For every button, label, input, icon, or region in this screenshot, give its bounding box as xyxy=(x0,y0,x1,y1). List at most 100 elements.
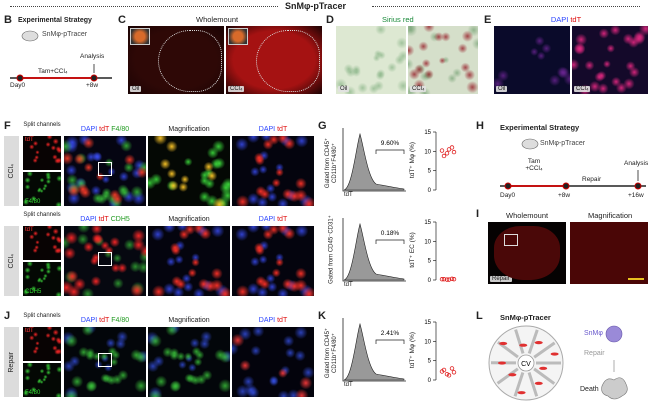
panel-label: B xyxy=(4,14,12,26)
magnification-image xyxy=(148,136,230,206)
timepoint xyxy=(16,74,24,82)
panel-title: Sirius red xyxy=(382,15,414,24)
title-rule xyxy=(10,6,278,7)
channel-name: tdT xyxy=(98,216,109,223)
data-point xyxy=(439,277,445,282)
liver-shape xyxy=(494,226,560,280)
panel-label: I xyxy=(476,208,480,220)
timepoint xyxy=(90,74,98,82)
histogram-shape xyxy=(343,132,405,191)
sinusoid xyxy=(496,367,519,385)
channel-label: tdT xyxy=(25,227,34,233)
image-tag: Oil xyxy=(130,86,142,92)
gate-bracket xyxy=(375,239,405,244)
inset xyxy=(228,28,248,45)
zoom-image xyxy=(232,136,314,206)
timepoint xyxy=(634,182,642,190)
split-label: Split channels xyxy=(23,313,61,319)
lobule-diagram: CV xyxy=(488,325,628,401)
histogram-shape xyxy=(343,322,405,381)
magnification-image xyxy=(148,226,230,296)
cell-icon xyxy=(605,325,623,343)
treatment-label: Tam +CCl₄ xyxy=(525,158,543,172)
data-point xyxy=(439,148,445,153)
timeline xyxy=(500,138,646,190)
merge-image xyxy=(64,226,146,296)
zoom-box xyxy=(98,162,112,176)
axes xyxy=(342,318,406,382)
y-tick-label: 10 xyxy=(424,339,431,345)
death-label: Death xyxy=(580,386,599,393)
channel-label: tdT xyxy=(25,137,34,143)
timeline xyxy=(10,30,112,82)
gate-bracket xyxy=(375,149,405,154)
y-tick-label: 15 xyxy=(424,220,431,226)
histogram: 0.18% xyxy=(342,218,406,282)
repair-label: Repair xyxy=(584,350,605,357)
central-vein xyxy=(517,354,535,372)
timepoint-label: Day0 xyxy=(10,82,26,89)
panel-label: H xyxy=(476,120,484,132)
wholemount-image: Repair xyxy=(488,222,566,284)
channel-name: tdT xyxy=(277,317,288,324)
gate-label: Gated from CD45⁺ CD11b⁺F4/80⁺ xyxy=(325,327,338,379)
merge-header: DAPI tdT CDH5 xyxy=(64,216,146,223)
scale-bar xyxy=(628,278,644,280)
gate-bracket xyxy=(375,339,405,344)
vessel-label: CV xyxy=(521,361,531,368)
panel-label: K xyxy=(318,310,326,322)
gate-percent: 0.18% xyxy=(381,230,400,237)
lobe-outline xyxy=(158,30,222,92)
timepoint-label: +16w xyxy=(628,192,644,199)
title-rule xyxy=(372,6,640,7)
histogram: 2.41% xyxy=(342,318,406,382)
condition-label: Repair xyxy=(8,351,15,373)
sinusoid xyxy=(514,329,525,354)
panel-title: Magnification xyxy=(588,211,633,220)
sinusoid xyxy=(533,341,556,359)
senescent-cell xyxy=(534,381,543,385)
image-tag: Repair xyxy=(490,276,512,282)
panel-title: Wholemount xyxy=(506,211,549,220)
condition-label: CCl₄ xyxy=(8,163,15,179)
dead-cell-icon xyxy=(601,377,628,400)
zoom-image xyxy=(232,327,314,397)
channel-name: tdT xyxy=(570,15,582,24)
wholemount-image: CCl₄ xyxy=(226,26,322,94)
channel-label: CDH5 xyxy=(25,289,42,295)
fluorescence-image: Oil xyxy=(494,26,570,94)
magnification-header: Magnification xyxy=(168,126,210,133)
mouse-icon xyxy=(21,30,39,42)
histogram: 9.60% xyxy=(342,128,406,192)
channel-label: F4/80 xyxy=(25,199,41,205)
channel-image: F4/80 xyxy=(23,363,61,397)
sinusoid xyxy=(513,372,525,397)
data-point xyxy=(451,277,457,282)
y-tick-label: 0 xyxy=(428,278,432,284)
senescent-cell xyxy=(534,341,543,345)
data-point xyxy=(451,370,457,375)
data-point xyxy=(446,147,452,152)
data-point xyxy=(449,366,455,371)
image-tag: CCl₄ xyxy=(228,86,245,92)
y-tick-label: 5 xyxy=(428,169,432,175)
zoom-box xyxy=(98,252,112,266)
mouse-icon xyxy=(521,138,539,150)
model-title: SnMφ-pTracer xyxy=(500,313,551,322)
y-tick-label: 10 xyxy=(424,239,431,245)
y-axis-label: tdT⁺ Mφ (%) xyxy=(409,331,416,369)
inset xyxy=(130,28,150,45)
image-tag: CCl₄ xyxy=(574,86,591,92)
y-tick-label: 10 xyxy=(424,149,431,155)
channel-image: tdT xyxy=(23,136,61,170)
timepoint xyxy=(504,182,512,190)
y-axis-label: tdT⁺ Mφ (%) xyxy=(409,141,416,179)
dot-plot: 0 5 10 15 xyxy=(424,320,457,384)
channel-name: DAPI xyxy=(80,126,98,133)
senescent-cell xyxy=(517,391,526,395)
y-tick-label: 0 xyxy=(428,188,432,194)
analysis-label: Analysis xyxy=(80,53,105,60)
histogram-shape xyxy=(343,222,405,281)
senescent-cell xyxy=(550,352,559,356)
senescent-cell xyxy=(519,343,528,347)
